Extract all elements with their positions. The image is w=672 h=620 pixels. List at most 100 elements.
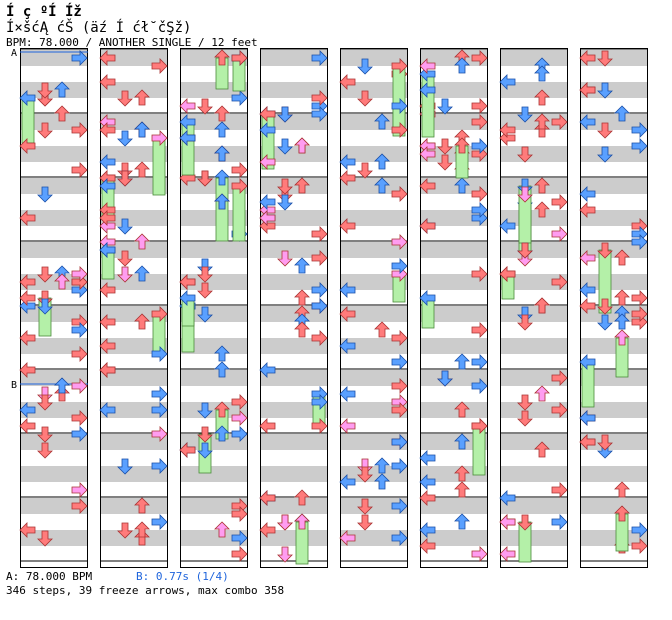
- freeze-body: [181, 121, 195, 176]
- beat-stripe: [20, 50, 88, 66]
- beat-stripe: [100, 434, 168, 450]
- down-arrow-icon: [597, 242, 613, 259]
- freeze-body: [421, 297, 435, 329]
- left-arrow-icon: [419, 522, 436, 538]
- left-arrow-icon: [19, 522, 36, 538]
- down-arrow-icon: [277, 138, 293, 155]
- down-arrow-icon: [37, 122, 53, 139]
- right-arrow-icon: [551, 370, 568, 386]
- beat-stripe: [500, 178, 568, 194]
- beat-stripe: [340, 50, 408, 66]
- right-arrow-icon: [471, 322, 488, 338]
- up-arrow-icon: [534, 177, 550, 194]
- up-arrow-icon: [454, 433, 470, 450]
- up-arrow-icon: [214, 345, 230, 362]
- left-arrow-icon: [339, 338, 356, 354]
- up-arrow-icon: [214, 169, 230, 186]
- up-arrow-icon: [214, 105, 230, 122]
- left-arrow-icon: [179, 98, 196, 114]
- beat-stripe: [100, 370, 168, 386]
- beat-stripe: [100, 306, 168, 322]
- freeze-body: [152, 137, 166, 196]
- beat-stripe: [500, 402, 568, 418]
- left-arrow-icon: [419, 450, 436, 466]
- up-arrow-icon: [134, 265, 150, 282]
- beat-stripe: [180, 466, 248, 482]
- right-arrow-icon: [311, 282, 328, 298]
- up-arrow-icon: [294, 321, 310, 338]
- up-arrow-icon: [454, 513, 470, 530]
- down-arrow-icon: [277, 194, 293, 211]
- up-arrow-icon: [374, 321, 390, 338]
- right-arrow-icon: [231, 546, 248, 562]
- left-arrow-icon: [419, 146, 436, 162]
- beat-stripe: [420, 82, 488, 98]
- beat-stripe: [420, 210, 488, 226]
- up-arrow-icon: [454, 465, 470, 482]
- right-arrow-icon: [391, 434, 408, 450]
- down-arrow-icon: [277, 250, 293, 267]
- beat-stripe: [420, 370, 488, 386]
- up-arrow-icon: [214, 521, 230, 538]
- down-arrow-icon: [117, 458, 133, 475]
- right-arrow-icon: [231, 90, 248, 106]
- down-arrow-icon: [277, 546, 293, 563]
- beat-stripe: [500, 242, 568, 258]
- beat-stripe: [100, 50, 168, 66]
- beat-stripe: [180, 210, 248, 226]
- down-arrow-icon: [437, 138, 453, 155]
- beat-stripe: [20, 178, 88, 194]
- right-arrow-icon: [151, 58, 168, 74]
- right-arrow-icon: [471, 378, 488, 394]
- right-arrow-icon: [71, 346, 88, 362]
- down-arrow-icon: [357, 162, 373, 179]
- beat-stripe: [180, 82, 248, 98]
- beat-stripe: [500, 370, 568, 386]
- up-arrow-icon: [294, 513, 310, 530]
- left-arrow-icon: [419, 290, 436, 306]
- down-arrow-icon: [37, 386, 53, 403]
- beat-stripe: [180, 274, 248, 290]
- down-arrow-icon: [517, 314, 533, 331]
- up-arrow-icon: [214, 401, 230, 418]
- beat-stripe: [180, 114, 248, 130]
- down-arrow-icon: [197, 306, 213, 323]
- down-arrow-icon: [37, 530, 53, 547]
- up-arrow-icon: [454, 401, 470, 418]
- beat-stripe: [420, 114, 488, 130]
- left-arrow-icon: [419, 538, 436, 554]
- beat-stripe: [340, 178, 408, 194]
- beat-stripe: [260, 434, 328, 450]
- beat-stripe: [580, 178, 648, 194]
- right-arrow-icon: [551, 226, 568, 242]
- right-arrow-icon: [551, 482, 568, 498]
- down-arrow-icon: [117, 218, 133, 235]
- beat-stripe: [340, 306, 408, 322]
- down-arrow-icon: [277, 106, 293, 123]
- beat-stripe: [580, 306, 648, 322]
- right-arrow-icon: [471, 202, 488, 218]
- left-arrow-icon: [259, 154, 276, 170]
- down-arrow-icon: [517, 410, 533, 427]
- up-arrow-icon: [534, 201, 550, 218]
- beat-stripe: [180, 306, 248, 322]
- beat-stripe: [20, 210, 88, 226]
- beat-stripe: [580, 370, 648, 386]
- beat-stripe: [180, 530, 248, 546]
- down-arrow-icon: [517, 186, 533, 203]
- right-arrow-icon: [391, 458, 408, 474]
- up-arrow-icon: [54, 377, 70, 394]
- beat-stripe: [20, 274, 88, 290]
- beat-stripe: [180, 370, 248, 386]
- right-arrow-icon: [311, 106, 328, 122]
- beat-stripe: [260, 306, 328, 322]
- beat-stripe: [340, 210, 408, 226]
- beat-stripe: [500, 274, 568, 290]
- beat-stripe: [20, 434, 88, 450]
- right-arrow-icon: [471, 50, 488, 66]
- section-marker-a: A: [11, 48, 17, 59]
- right-arrow-icon: [71, 482, 88, 498]
- down-arrow-icon: [517, 146, 533, 163]
- right-arrow-icon: [631, 538, 648, 554]
- column-border: [20, 48, 88, 568]
